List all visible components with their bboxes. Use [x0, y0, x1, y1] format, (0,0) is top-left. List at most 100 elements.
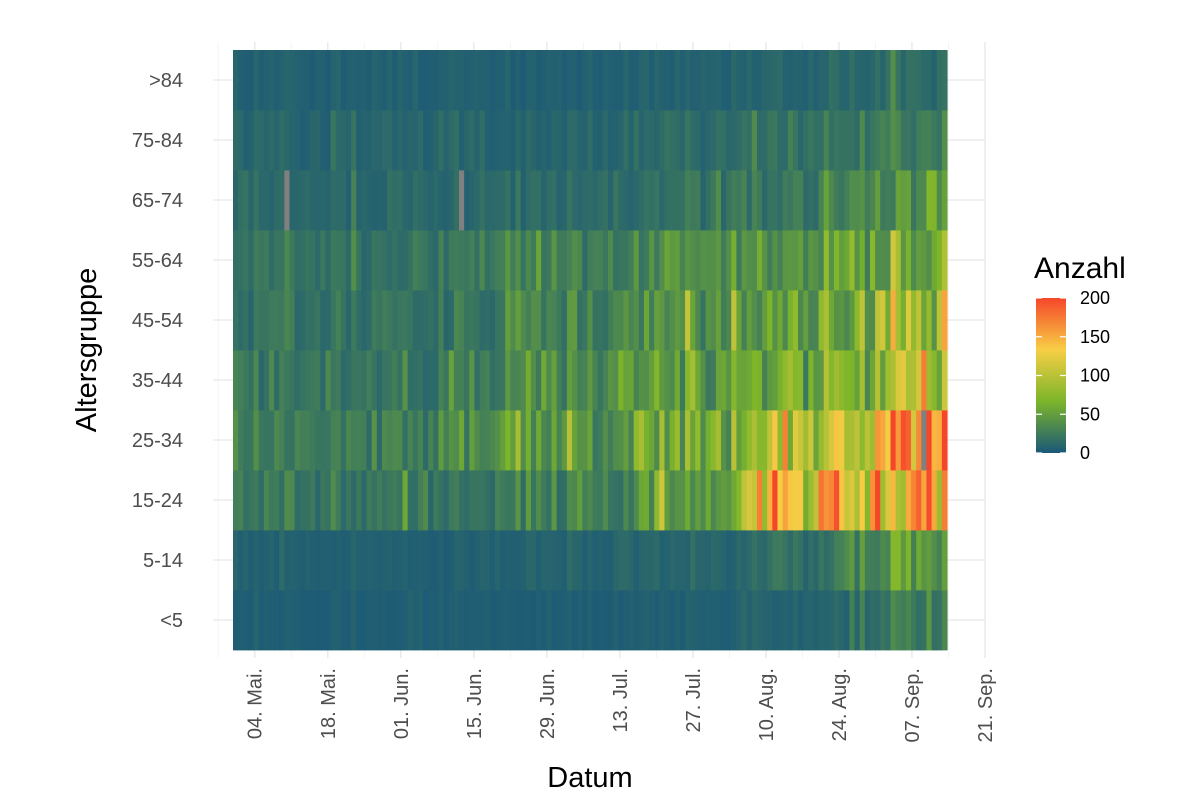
heatmap-cell — [335, 50, 342, 111]
heatmap-cell — [561, 350, 568, 411]
heatmap-cell — [736, 530, 743, 591]
heatmap-cell — [263, 170, 270, 231]
heatmap-cell — [813, 530, 820, 591]
heatmap-cell — [859, 590, 866, 651]
heatmap-cell — [366, 470, 373, 531]
heatmap-cell — [674, 110, 681, 171]
heatmap-cell — [911, 530, 917, 591]
heatmap-cell — [685, 350, 691, 411]
heatmap-cell — [335, 590, 342, 651]
heatmap-cell — [330, 170, 337, 231]
heatmap-cell — [258, 470, 265, 531]
heatmap-cell — [494, 590, 501, 651]
heatmap-cell — [536, 470, 542, 531]
y-tick-label: >84 — [149, 70, 183, 92]
heatmap-cell — [320, 230, 327, 291]
heatmap-cell — [520, 410, 527, 471]
heatmap-cell — [885, 290, 892, 351]
heatmap-cell — [371, 110, 378, 171]
heatmap-cell — [356, 230, 363, 291]
heatmap-cell — [505, 170, 511, 231]
heatmap-cell — [869, 50, 876, 111]
heatmap-cell — [258, 530, 265, 591]
heatmap-cell — [916, 410, 922, 471]
heatmap-cell — [279, 410, 285, 471]
heatmap-cell — [803, 350, 809, 411]
heatmap-cell — [869, 410, 876, 471]
heatmap-cell — [274, 530, 280, 591]
heatmap-cell — [572, 590, 578, 651]
heatmap-cell — [289, 290, 296, 351]
heatmap-cell — [551, 470, 558, 531]
heatmap-cell — [911, 590, 917, 651]
heatmap-cell — [243, 290, 250, 351]
heatmap-cell — [916, 50, 922, 111]
heatmap-cell — [304, 530, 311, 591]
heatmap-cell — [304, 350, 311, 411]
heatmap-cell — [649, 530, 655, 591]
heatmap-cell — [402, 110, 409, 171]
heatmap-cell — [243, 530, 250, 591]
y-tick-labels: <5 5-14 15-24 25-34 35-44 45-54 55-64 65-74 75-8… — [132, 70, 183, 632]
heatmap-cell — [315, 290, 321, 351]
heatmap-cell — [664, 50, 671, 111]
heatmap-cell — [638, 230, 645, 291]
heatmap-cell — [299, 50, 306, 111]
heatmap-cell — [643, 410, 650, 471]
heatmap-cell — [459, 530, 465, 591]
heatmap-cell — [366, 230, 373, 291]
heatmap-cell — [823, 290, 830, 351]
heatmap-cell — [659, 350, 666, 411]
heatmap-cell — [417, 350, 424, 411]
heatmap-cell — [911, 410, 917, 471]
heatmap-cell — [381, 410, 388, 471]
heatmap-cell — [849, 230, 856, 291]
heatmap-cell — [936, 170, 943, 231]
heatmap-cell — [715, 230, 722, 291]
heatmap-cell — [361, 530, 368, 591]
heatmap-cell — [890, 230, 897, 291]
heatmap-cell — [253, 110, 260, 171]
heatmap-cell — [479, 50, 486, 111]
heatmap-cell — [859, 290, 866, 351]
heatmap-cell — [479, 590, 486, 651]
heatmap-cell — [731, 470, 737, 531]
heatmap-cell — [623, 470, 630, 531]
heatmap-cell — [361, 110, 368, 171]
heatmap-cell — [664, 230, 671, 291]
heatmap-cell — [890, 50, 897, 111]
heatmap-cell — [263, 110, 270, 171]
heatmap-cell — [741, 530, 748, 591]
heatmap-cell — [381, 530, 388, 591]
heatmap-cell — [880, 590, 886, 651]
heatmap-cell — [818, 470, 825, 531]
heatmap-cell — [844, 110, 851, 171]
heatmap-cell — [659, 230, 666, 291]
heatmap-cell — [751, 230, 758, 291]
heatmap-cell — [510, 50, 517, 111]
heatmap-cell — [340, 170, 347, 231]
heatmap-cell — [515, 470, 522, 531]
heatmap-cell — [649, 110, 655, 171]
heatmap-cell — [284, 110, 291, 171]
heatmap-cell — [792, 530, 799, 591]
heatmap-cell — [459, 350, 465, 411]
heatmap-cell — [515, 590, 522, 651]
heatmap-cell — [294, 290, 301, 351]
heatmap-cell — [895, 350, 902, 411]
heatmap-cell — [638, 590, 645, 651]
heatmap-cell — [659, 590, 666, 651]
x-tick-label: 18. Mai. — [318, 668, 340, 739]
heatmap-cell — [397, 530, 404, 591]
heatmap-cell — [566, 470, 573, 531]
heatmap-cell — [253, 470, 260, 531]
heatmap-cell — [895, 590, 902, 651]
heatmap-cell — [381, 290, 388, 351]
heatmap-cell — [828, 50, 835, 111]
heatmap-cell — [423, 50, 429, 111]
heatmap-cell — [916, 110, 922, 171]
heatmap-cell — [808, 590, 815, 651]
heatmap-cell — [767, 290, 773, 351]
heatmap-cell — [346, 50, 352, 111]
heatmap-cell — [607, 170, 614, 231]
